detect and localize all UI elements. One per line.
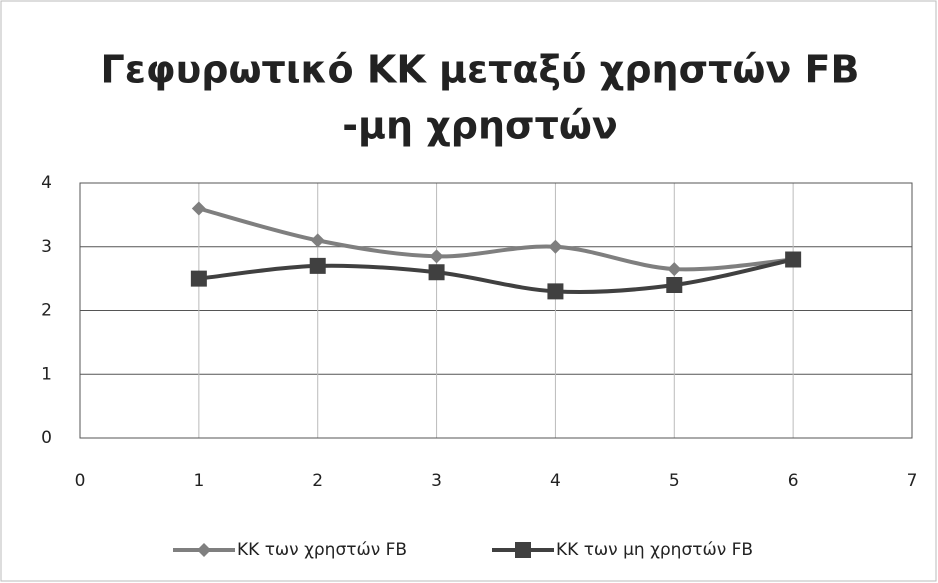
legend-marker [515, 542, 531, 558]
series-line [198, 257, 794, 295]
x-tick-label: 3 [431, 471, 442, 491]
legend-marker [197, 543, 211, 557]
data-point [309, 257, 326, 274]
y-tick-label: 4 [41, 173, 52, 193]
x-tick-label: 2 [312, 471, 323, 491]
x-tick-label: 5 [669, 471, 680, 491]
data-point [191, 201, 206, 216]
x-tick-label: 6 [788, 471, 799, 491]
x-tick-label: 4 [550, 471, 561, 491]
series-line [198, 206, 794, 272]
data-point [667, 262, 682, 277]
chart-title: Γεφυρωτικό ΚΚ μεταξύ χρηστών FB [101, 48, 860, 92]
data-point [428, 264, 445, 281]
y-tick-label: 1 [41, 364, 52, 384]
chart-title: -μη χρηστών [342, 104, 618, 148]
data-point [666, 277, 683, 293]
plot-frame [79, 182, 913, 439]
data-point [547, 283, 564, 300]
x-tick-label: 0 [75, 471, 86, 491]
data-point [190, 270, 207, 287]
legend-label: ΚΚ των χρηστών FB [237, 540, 407, 560]
legend-label: ΚΚ των μη χρηστών FB [556, 540, 753, 560]
y-tick-label: 2 [41, 301, 52, 321]
x-tick-label: 1 [193, 471, 204, 491]
y-tick-label: 3 [41, 237, 52, 257]
data-point [310, 233, 325, 248]
data-point [785, 251, 802, 268]
x-tick-label: 7 [907, 471, 918, 491]
data-point [429, 249, 444, 264]
data-point [548, 239, 563, 254]
y-tick-label: 0 [41, 428, 52, 448]
